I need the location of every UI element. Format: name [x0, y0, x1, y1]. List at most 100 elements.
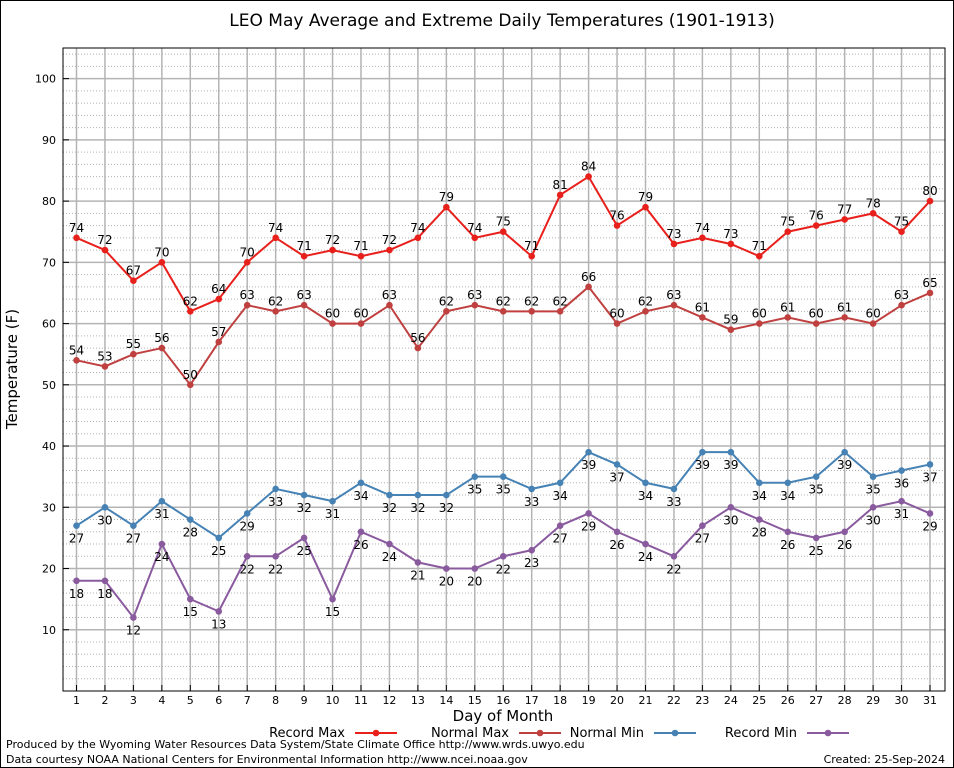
y-tick-label: 40 [42, 440, 56, 453]
record-max-point [756, 252, 763, 260]
normal-min-data-label: 34 [353, 489, 368, 503]
normal-min-data-label: 34 [638, 489, 653, 503]
record-min-data-label: 18 [69, 587, 84, 601]
normal-max-point [187, 381, 194, 389]
record-max-point [272, 234, 279, 242]
normal-min-point [187, 516, 194, 523]
normal-min-data-label: 35 [496, 483, 511, 497]
record-max-point [528, 252, 535, 260]
normal-max-data-label: 53 [97, 349, 112, 363]
record-max-point [215, 295, 223, 303]
legend-marker-record-min [824, 729, 832, 737]
x-tick-label: 1 [73, 694, 80, 707]
record-min-data-label: 26 [780, 538, 795, 552]
normal-min-point [101, 503, 109, 511]
normal-max-point [528, 308, 535, 315]
record-min-point [926, 510, 934, 517]
x-tick-label: 6 [215, 694, 222, 707]
record-max-data-label: 62 [183, 294, 198, 308]
record-max-point [812, 222, 820, 229]
record-max-point [187, 308, 194, 315]
record-min-data-label: 21 [410, 568, 425, 582]
record-min-point [300, 534, 308, 542]
record-min-point [357, 528, 365, 536]
normal-max-point [898, 301, 905, 309]
record-max-point [699, 234, 706, 242]
normal-max-data-label: 50 [183, 368, 198, 382]
normal-min-point [329, 497, 336, 505]
record-min-point [784, 528, 792, 536]
record-max-data-label: 76 [809, 209, 824, 223]
record-max-point [73, 234, 80, 242]
footer-created-date: Created: 25-Sep-2024 [823, 753, 945, 766]
normal-min-point [585, 448, 592, 456]
normal-min-data-label: 33 [524, 495, 539, 509]
normal-max-point [243, 301, 251, 309]
record-max-point [357, 252, 365, 260]
record-min-point [642, 540, 649, 548]
normal-max-data-label: 60 [353, 307, 368, 321]
normal-min-point [499, 473, 507, 480]
record-max-point [784, 228, 792, 236]
record-min-point [443, 565, 450, 572]
y-tick-label: 100 [35, 73, 56, 86]
record-max-point [926, 197, 934, 205]
record-max-data-label: 72 [382, 233, 397, 247]
record-max-point [130, 277, 137, 285]
record-max-data-label: 73 [723, 227, 738, 241]
legend-label-normal-max: Normal Max [431, 726, 509, 741]
normal-max-data-label: 60 [752, 307, 767, 321]
record-max-data-label: 71 [296, 239, 311, 253]
x-tick-label: 13 [411, 694, 425, 707]
record-min-point [528, 546, 535, 554]
normal-min-data-label: 32 [439, 501, 454, 515]
normal-min-data-label: 39 [837, 458, 852, 472]
x-tick-label: 27 [809, 694, 823, 707]
x-axis-label: Day of Month [453, 707, 554, 725]
normal-min-data-label: 39 [695, 458, 710, 472]
record-max-point [329, 246, 336, 254]
record-min-data-label: 13 [211, 617, 226, 631]
record-min-point [215, 608, 223, 615]
x-tick-label: 10 [326, 694, 340, 707]
normal-min-data-label: 34 [553, 489, 568, 503]
record-min-data-label: 22 [666, 562, 681, 576]
normal-max-data-label: 66 [581, 270, 596, 284]
normal-max-data-label: 55 [126, 337, 141, 351]
normal-max-data-label: 54 [69, 343, 84, 357]
data-labels: 74 72 67 70 62 64 70 74 71 72 71 72 74 79 74 75 71 81 84 76… [69, 160, 938, 638]
record-min-point [556, 522, 564, 529]
normal-min-data-label: 34 [780, 489, 795, 503]
y-tick-label: 90 [42, 134, 56, 147]
record-min-data-label: 20 [467, 575, 482, 589]
normal-max-point [272, 308, 279, 315]
record-max-data-label: 75 [496, 215, 511, 229]
record-max-data-label: 76 [609, 209, 624, 223]
record-max-point [585, 173, 592, 180]
record-min-data-label: 23 [524, 556, 539, 570]
record-min-point [670, 552, 678, 560]
legend-marker-normal-max [536, 729, 544, 737]
record-max-data-label: 81 [553, 178, 568, 192]
normal-max-data-label: 57 [211, 325, 226, 339]
x-tick-label: 31 [923, 694, 937, 707]
normal-max-point [926, 289, 934, 297]
normal-min-point [670, 485, 678, 493]
series-group [73, 173, 934, 621]
normal-max-data-label: 60 [325, 307, 340, 321]
record-max-data-label: 74 [410, 221, 425, 235]
record-min-point [585, 510, 592, 517]
x-tick-label: 8 [272, 694, 279, 707]
plot-area-border [62, 47, 946, 692]
normal-max-data-label: 63 [240, 288, 255, 302]
x-tick-label: 15 [468, 694, 482, 707]
record-max-point [243, 259, 251, 266]
legend-marker-record-max [372, 729, 380, 737]
record-min-data-label: 25 [296, 544, 311, 558]
normal-max-data-label: 62 [439, 294, 454, 308]
footer-data-courtesy: Data courtesy NOAA National Centers for … [6, 753, 528, 766]
x-tick-label: 24 [724, 694, 738, 707]
record-min-point [756, 516, 763, 523]
x-tick-label: 19 [582, 694, 596, 707]
normal-min-data-label: 35 [467, 483, 482, 497]
